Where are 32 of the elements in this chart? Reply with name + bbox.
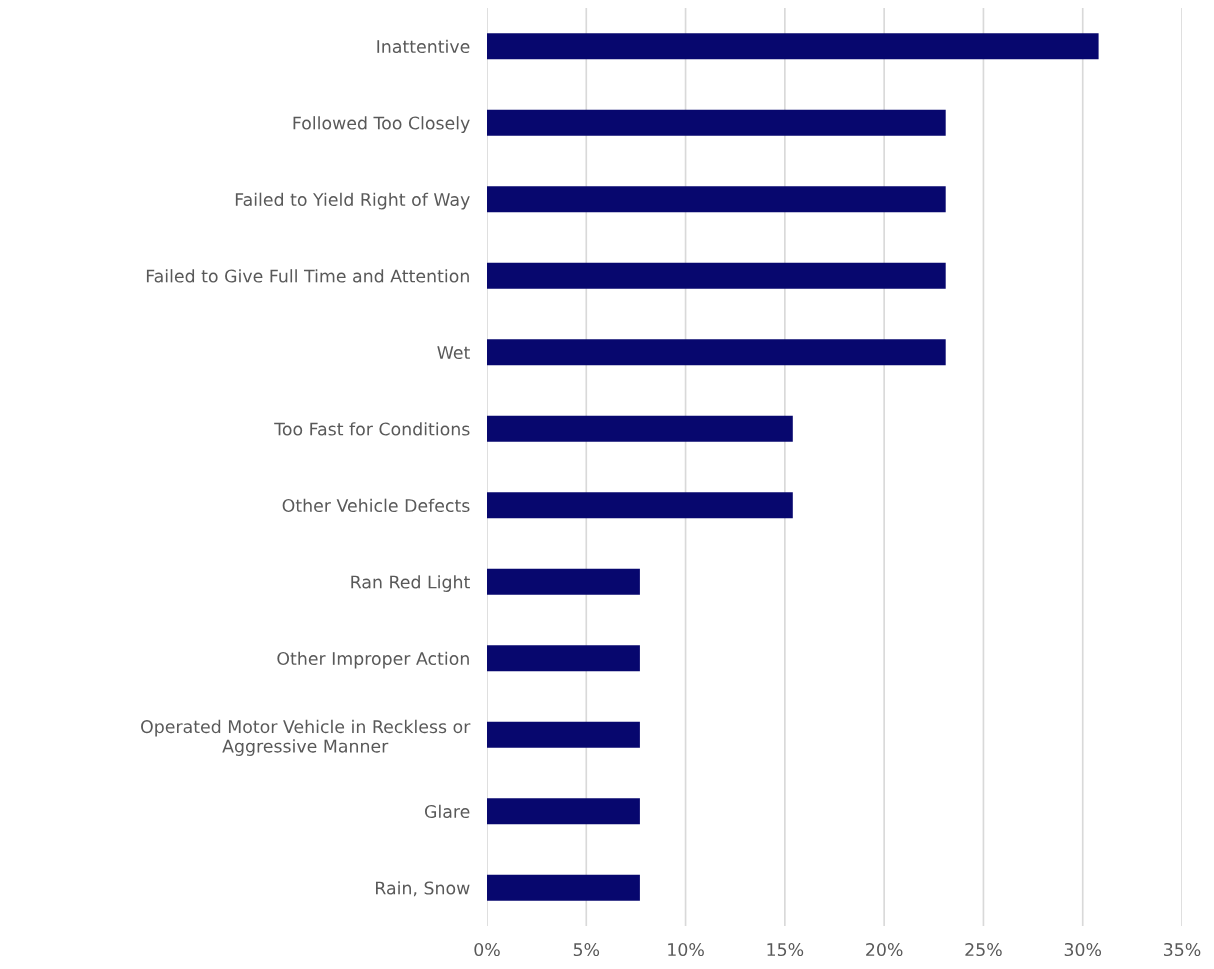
y-tick-label: Too Fast for Conditions: [274, 422, 470, 436]
bar: [487, 568, 640, 595]
y-tick-label: Glare: [424, 804, 470, 819]
y-tick-label: Failed to Give Full Time and Attention: [146, 269, 469, 283]
bar: [487, 109, 946, 136]
bar: [487, 415, 793, 442]
y-tick-label: Rain, Snow: [376, 881, 470, 897]
x-tick-label: 5%: [573, 942, 600, 957]
bar: [487, 262, 946, 289]
y-tick-label: Other Improper Action: [277, 651, 469, 669]
bar: [487, 721, 640, 748]
x-tick-label: 25%: [965, 942, 1002, 957]
bar: [487, 874, 640, 901]
x-tick-label: 15%: [767, 942, 804, 957]
x-tick-label: 20%: [866, 942, 903, 957]
bar: [487, 33, 1099, 60]
y-tick-label: Other Vehicle Defects: [282, 498, 470, 513]
y-tick-label: Operated Motor Vehicle in Reckless or Aggressive Manner: [141, 719, 471, 756]
x-tick-label: 30%: [1064, 942, 1102, 957]
y-tick-label: Followed Too Closely: [293, 116, 470, 133]
x-tick-label: 10%: [668, 942, 704, 957]
bar: [487, 339, 946, 366]
x-tick-label: 35%: [1164, 942, 1201, 957]
x-tick-label: 0%: [474, 942, 500, 957]
y-tick-label: Failed to Yield Right of Way: [235, 192, 470, 210]
y-tick-label: Inattentive: [377, 39, 470, 54]
bar: [487, 798, 640, 825]
y-tick-label: Ran Red Light: [351, 575, 470, 592]
y-tick-label: Wet: [437, 346, 470, 360]
bar: [487, 492, 793, 519]
bar: [487, 186, 946, 213]
bar: [487, 645, 640, 672]
